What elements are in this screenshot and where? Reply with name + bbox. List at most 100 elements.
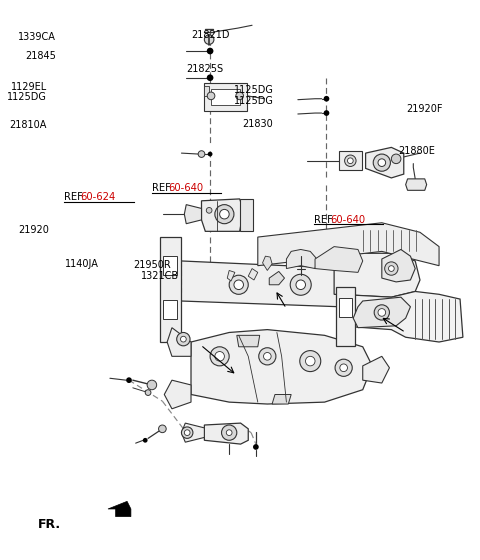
Circle shape — [143, 438, 147, 442]
Circle shape — [126, 377, 132, 383]
Text: 21950R: 21950R — [133, 260, 170, 270]
Text: 21880E: 21880E — [398, 146, 435, 156]
Circle shape — [236, 92, 243, 100]
Text: 21920: 21920 — [18, 225, 49, 235]
Polygon shape — [163, 300, 177, 319]
Text: 21810A: 21810A — [10, 120, 47, 130]
Polygon shape — [287, 249, 317, 269]
Text: 1129EL: 1129EL — [11, 82, 47, 92]
Text: 60-640: 60-640 — [330, 214, 365, 225]
Polygon shape — [382, 249, 415, 282]
Polygon shape — [211, 89, 240, 105]
Circle shape — [305, 356, 315, 366]
Text: 60-640: 60-640 — [168, 183, 203, 193]
Circle shape — [226, 430, 232, 436]
Polygon shape — [334, 253, 420, 297]
Polygon shape — [353, 297, 410, 328]
Polygon shape — [248, 269, 258, 280]
Circle shape — [210, 347, 229, 366]
Circle shape — [234, 280, 243, 290]
Text: 21821D: 21821D — [191, 30, 229, 40]
Text: 1140JA: 1140JA — [65, 259, 99, 269]
Circle shape — [184, 430, 190, 436]
Text: REF.: REF. — [64, 192, 84, 202]
Text: 1125DG: 1125DG — [7, 92, 47, 102]
Text: REF.: REF. — [152, 183, 173, 193]
Polygon shape — [237, 335, 260, 347]
Circle shape — [374, 305, 389, 320]
Circle shape — [373, 154, 390, 171]
Polygon shape — [202, 199, 243, 231]
Text: 1125DG: 1125DG — [234, 85, 274, 95]
Polygon shape — [406, 179, 427, 190]
Circle shape — [229, 275, 248, 295]
Polygon shape — [258, 223, 439, 265]
Circle shape — [158, 425, 166, 433]
Circle shape — [384, 262, 398, 275]
Circle shape — [220, 209, 229, 219]
Circle shape — [259, 348, 276, 365]
Circle shape — [198, 151, 205, 157]
Text: 1125DG: 1125DG — [234, 96, 274, 106]
Polygon shape — [227, 270, 235, 281]
Circle shape — [180, 337, 186, 342]
Polygon shape — [339, 291, 463, 342]
Circle shape — [378, 309, 385, 316]
Circle shape — [204, 35, 214, 44]
Polygon shape — [336, 287, 355, 346]
Polygon shape — [272, 394, 291, 404]
Text: 1339CA: 1339CA — [18, 32, 56, 42]
Circle shape — [324, 110, 329, 116]
Text: 21825S: 21825S — [186, 64, 224, 74]
Text: 21845: 21845 — [25, 50, 56, 60]
Polygon shape — [108, 501, 131, 517]
Circle shape — [206, 208, 212, 213]
Text: 1321CB: 1321CB — [141, 271, 179, 281]
Circle shape — [388, 265, 394, 272]
Polygon shape — [191, 330, 372, 404]
Circle shape — [296, 280, 305, 290]
Circle shape — [215, 352, 224, 361]
Polygon shape — [204, 423, 248, 444]
Polygon shape — [159, 237, 180, 342]
Circle shape — [335, 359, 352, 376]
Text: 21920F: 21920F — [406, 104, 443, 114]
Polygon shape — [269, 272, 285, 285]
Circle shape — [340, 364, 348, 372]
Circle shape — [264, 352, 271, 360]
Polygon shape — [315, 246, 363, 272]
Circle shape — [345, 155, 356, 166]
Circle shape — [348, 158, 353, 164]
Polygon shape — [263, 256, 272, 270]
Circle shape — [290, 274, 311, 295]
Circle shape — [253, 444, 259, 450]
Circle shape — [207, 92, 215, 100]
Circle shape — [391, 154, 401, 164]
Circle shape — [378, 159, 385, 166]
Polygon shape — [366, 147, 404, 178]
Polygon shape — [164, 380, 191, 409]
Text: 60-624: 60-624 — [80, 192, 115, 202]
Polygon shape — [204, 86, 209, 96]
Polygon shape — [204, 82, 247, 111]
Polygon shape — [163, 256, 177, 275]
Circle shape — [207, 74, 214, 81]
Polygon shape — [240, 199, 253, 231]
Text: FR.: FR. — [37, 518, 60, 531]
Circle shape — [300, 351, 321, 372]
Circle shape — [324, 96, 329, 101]
Circle shape — [215, 204, 234, 223]
Circle shape — [207, 48, 214, 54]
Polygon shape — [180, 261, 391, 309]
Polygon shape — [339, 298, 352, 317]
Circle shape — [147, 380, 156, 390]
Text: 21830: 21830 — [243, 119, 274, 129]
Circle shape — [208, 152, 213, 156]
Text: REF.: REF. — [314, 214, 334, 225]
Circle shape — [145, 390, 151, 395]
Polygon shape — [363, 356, 389, 383]
Circle shape — [222, 425, 237, 440]
Polygon shape — [339, 151, 362, 170]
Polygon shape — [184, 204, 202, 223]
Polygon shape — [181, 423, 204, 442]
